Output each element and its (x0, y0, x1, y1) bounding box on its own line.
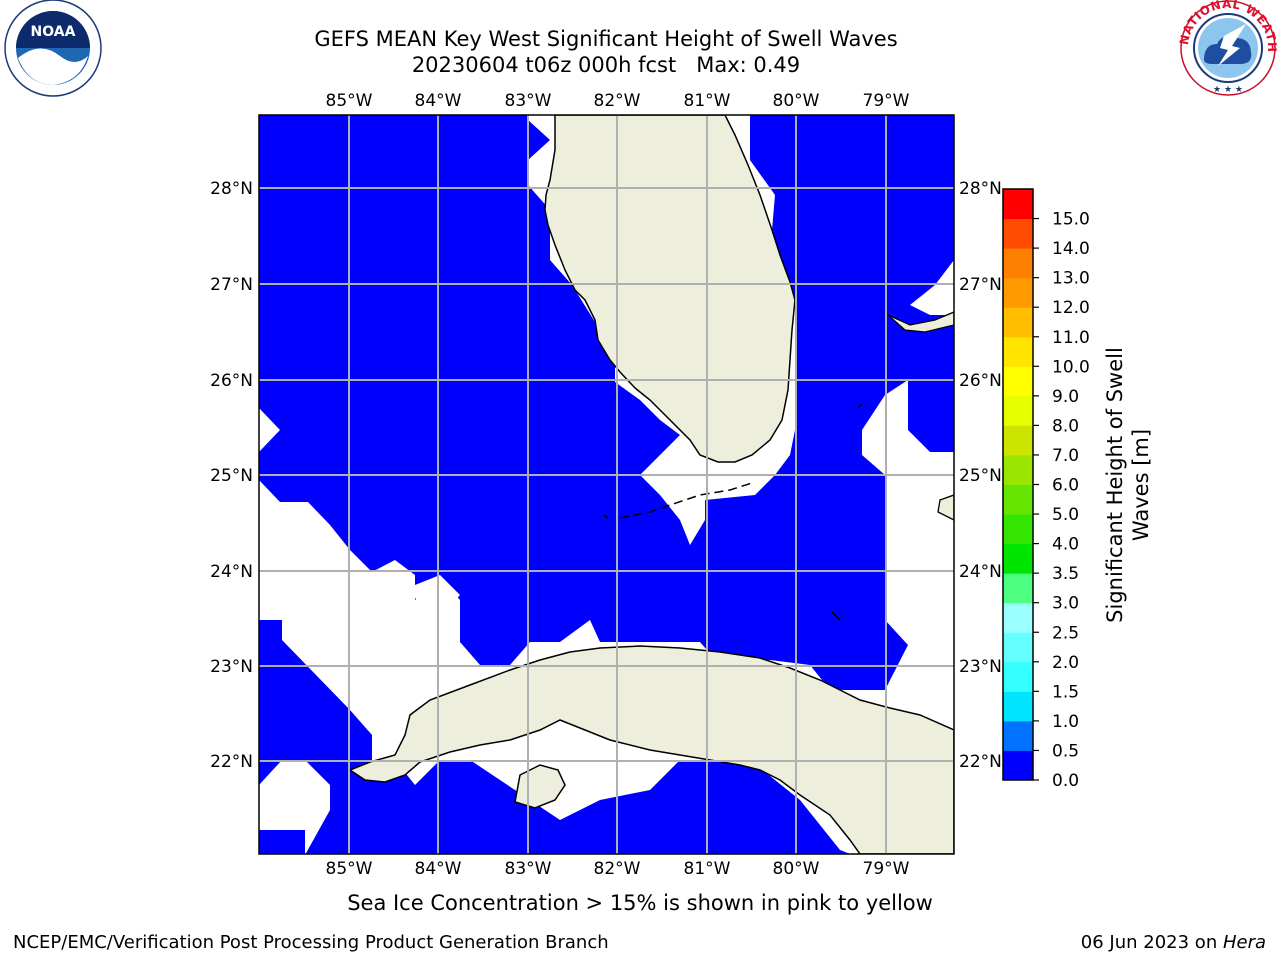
svg-text:★ ★ ★: ★ ★ ★ (1213, 85, 1243, 95)
title-line-2: 20230604 t06z 000h fcst Max: 0.49 (411, 53, 801, 77)
svg-text:NATIONAL WEATHER SERVICE: NATIONAL WEATHER SERVICE (0, 0, 1279, 53)
nws-ring-text: NATIONAL WEATHER SERVICE (0, 0, 1279, 53)
colorbar-label-line-2: Waves [m] (1129, 428, 1153, 542)
lon-label-top: 82°W (594, 91, 641, 111)
map-gridlines (259, 115, 954, 854)
footer-host: Hera (1222, 932, 1266, 953)
colorbar-swatch (1003, 632, 1033, 663)
lon-label-bottom: 80°W (773, 859, 820, 879)
footer-credit: NCEP/EMC/Verification Post Processing Pr… (13, 932, 609, 953)
lat-label-left: 23°N (210, 657, 253, 677)
lat-label-right: 25°N (959, 466, 1002, 486)
colorbar-swatch (1003, 277, 1033, 308)
colorbar-tick-label: 15.0 (1052, 210, 1090, 230)
colorbar-tick-label: 3.5 (1052, 564, 1079, 584)
colorbar-tick-label: 14.0 (1052, 239, 1090, 259)
lon-label-top: 79°W (863, 91, 910, 111)
lat-label-right: 24°N (959, 562, 1002, 582)
colorbar-swatch (1003, 750, 1033, 781)
colorbar-swatch (1003, 543, 1033, 574)
lon-label-top: 81°W (684, 91, 731, 111)
colorbar-tick-label: 6.0 (1052, 476, 1079, 496)
colorbar-tick-label: 1.5 (1052, 682, 1079, 702)
florida-land (544, 115, 796, 463)
colorbar-swatch (1003, 425, 1033, 456)
lon-label-bottom: 83°W (505, 859, 552, 879)
colorbar-swatch (1003, 189, 1033, 220)
noaa-logo-text: NOAA (31, 24, 76, 40)
map-area: 85°W 85°W 84°W 84°W 83°W 83°W 82°W 82°W 81°W 81°W… (210, 91, 1002, 879)
colorbar-tick-label: 2.0 (1052, 653, 1079, 673)
footer-date: 06 Jun 2023 on Hera (1081, 932, 1266, 953)
lon-label-bottom: 79°W (863, 859, 910, 879)
colorbar-tick-label: 4.0 (1052, 535, 1079, 555)
colorbar-tick-label: 12.0 (1052, 298, 1090, 318)
title-line-1: GEFS MEAN Key West Significant Height of… (314, 27, 898, 51)
lon-label-bottom: 81°W (684, 859, 731, 879)
colorbar-swatch (1003, 218, 1033, 249)
lat-label-left: 26°N (210, 371, 253, 391)
colorbar-tick-label: 0.0 (1052, 771, 1079, 791)
colorbar-swatch (1003, 720, 1033, 751)
colorbar-swatch (1003, 691, 1033, 722)
colorbar-label-line-1: Significant Height of Swell (1103, 347, 1127, 623)
lon-label-top: 84°W (415, 91, 462, 111)
colorbar-swatch (1003, 661, 1033, 692)
lat-label-left: 24°N (210, 562, 253, 582)
lat-label-right: 26°N (959, 371, 1002, 391)
lon-label-bottom: 82°W (594, 859, 641, 879)
colorbar-swatch (1003, 395, 1033, 426)
lat-label-left: 25°N (210, 466, 253, 486)
colorbar-swatch (1003, 602, 1033, 633)
colorbar-swatch (1003, 573, 1033, 604)
lon-label-bottom: 85°W (326, 859, 373, 879)
colorbar-tick-label: 13.0 (1052, 269, 1090, 289)
lon-label-top: 80°W (773, 91, 820, 111)
chart-title: GEFS MEAN Key West Significant Height of… (314, 26, 897, 78)
sea-ice-note: Sea Ice Concentration > 15% is shown in … (347, 891, 933, 915)
colorbar-swatch (1003, 454, 1033, 485)
map-axis-labels: 85°W 85°W 84°W 84°W 83°W 83°W 82°W 82°W 81°W 81°W… (210, 91, 1002, 879)
colorbar-tick-label: 7.0 (1052, 446, 1079, 466)
footer-date-text: 06 Jun 2023 on (1080, 932, 1223, 953)
colorbar-tick-label: 3.0 (1052, 594, 1079, 614)
lat-label-right: 23°N (959, 657, 1002, 677)
colorbar-swatch (1003, 366, 1033, 397)
noaa-logo: NOAA (4, 0, 102, 97)
lat-label-right: 27°N (959, 275, 1002, 295)
lon-label-top: 85°W (326, 91, 373, 111)
colorbar-tick-label: 2.5 (1052, 623, 1079, 643)
colorbar-swatch (1003, 307, 1033, 338)
colorbar-label: Significant Height of Swell Waves [m] (1102, 325, 1154, 645)
lat-label-left: 27°N (210, 275, 253, 295)
colorbar-swatch (1003, 248, 1033, 279)
colorbar: 0.0 0.5 1.0 1.5 2.0 2.5 3.0 3.5 4.0 5.0 6.0 7.0 8.0 9… (1002, 188, 1090, 791)
colorbar-tick-label: 9.0 (1052, 387, 1079, 407)
lat-label-right: 22°N (959, 752, 1002, 772)
lon-label-bottom: 84°W (415, 859, 462, 879)
map-frame (258, 114, 955, 855)
colorbar-swatch (1003, 484, 1033, 515)
colorbar-swatch (1003, 514, 1033, 545)
colorbar-tick-label: 0.5 (1052, 741, 1079, 761)
nws-logo: NATIONAL WEATHER SERVICE ★ ★ ★ (0, 0, 1279, 96)
lat-label-left: 22°N (210, 752, 253, 772)
colorbar-swatch (1003, 336, 1033, 367)
colorbar-tick-label: 8.0 (1052, 416, 1079, 436)
colorbar-tick-label: 11.0 (1052, 328, 1090, 348)
colorbar-tick-label: 1.0 (1052, 712, 1079, 732)
lon-label-top: 83°W (505, 91, 552, 111)
lat-label-left: 28°N (210, 179, 253, 199)
colorbar-tick-label: 5.0 (1052, 505, 1079, 525)
colorbar-tick-label: 10.0 (1052, 357, 1090, 377)
lat-label-right: 28°N (959, 179, 1002, 199)
